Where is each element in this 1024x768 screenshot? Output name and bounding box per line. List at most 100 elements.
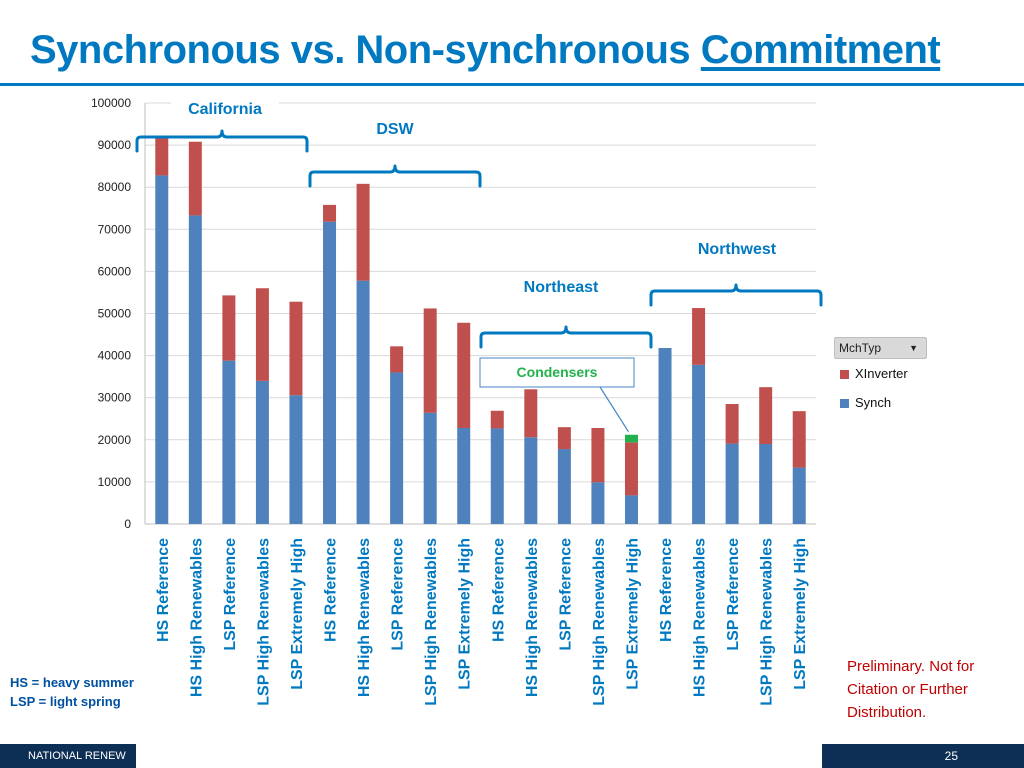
x-tick-label: LSP High Renewables	[423, 538, 440, 706]
region-label-dsw: DSW	[376, 121, 414, 138]
x-tick-label: LSP Extremely High	[457, 538, 474, 690]
bar-synch	[390, 372, 404, 524]
legend-swatch-synch	[840, 399, 849, 409]
y-tick-label: 60000	[98, 264, 132, 278]
bar-xinverter	[524, 389, 538, 438]
x-tick-label: LSP Extremely High	[792, 538, 809, 690]
x-tick-label: LSP Extremely High	[624, 538, 641, 690]
bar-synch	[457, 428, 471, 524]
bar-xinverter	[390, 346, 404, 373]
bar-xinverter	[323, 204, 337, 222]
x-tick-label: LSP Extremely High	[289, 538, 306, 690]
x-tick-label: HS High Renewables	[524, 538, 541, 697]
y-tick-label: 90000	[98, 138, 132, 152]
bar-synch	[356, 280, 370, 524]
x-tick-label: LSP Reference	[557, 538, 574, 651]
footer-bar: NATIONAL RENEW 25	[0, 744, 1024, 768]
region-label-mask	[171, 98, 279, 120]
bar-xinverter	[289, 301, 303, 396]
bar-xinverter	[792, 411, 806, 468]
legend-label-synch: Synch	[855, 395, 892, 410]
bar-xinverter	[255, 288, 269, 381]
chevron-down-icon[interactable]: ▼	[909, 343, 918, 353]
x-tick-label: HS Reference	[155, 538, 172, 642]
bar-synch	[323, 221, 337, 525]
bar-xinverter	[759, 387, 773, 445]
page-number: 25	[822, 744, 1024, 768]
title-main: Synchronous vs. Non-synchronous	[30, 28, 701, 72]
bar-synch	[692, 364, 706, 524]
legend-filter-dropdown[interactable]: MchTyp ▼	[834, 337, 927, 359]
region-label-mask	[505, 276, 621, 298]
y-tick-label: 80000	[98, 180, 132, 194]
bar-synch	[490, 428, 504, 524]
region-label-mask	[360, 118, 430, 140]
bar-synch	[155, 175, 169, 525]
footer-org-name: NATIONAL RENEW	[0, 744, 136, 768]
disclaimer-note: Preliminary. Not for Citation or Further…	[847, 658, 975, 721]
y-tick-label: 10000	[98, 475, 132, 489]
legend-filter-label: MchTyp	[839, 341, 882, 355]
condensers-callout-label: Condensers	[517, 364, 598, 380]
abbreviation-hs: HS = heavy summer	[10, 675, 134, 690]
x-tick-label: HS Reference	[490, 538, 507, 642]
bar-synch	[557, 449, 571, 524]
y-tick-label: 70000	[98, 222, 132, 236]
region-label-california: California	[188, 101, 262, 118]
legend-swatch-xinverter	[840, 370, 849, 380]
x-tick-label: HS High Renewables	[188, 538, 205, 697]
bar-condensers	[624, 434, 638, 443]
x-tick-label: LSP Reference	[725, 538, 742, 651]
bar-xinverter	[155, 136, 169, 176]
bar-synch	[222, 360, 236, 524]
legend-item-xinverter: XInverter	[840, 366, 908, 381]
slide-title: Synchronous vs. Non-synchronous Commitme…	[30, 28, 941, 73]
abbreviation-lsp: LSP = light spring	[10, 694, 121, 709]
x-tick-label: HS Reference	[658, 538, 675, 642]
y-tick-label: 0	[124, 517, 131, 531]
bar-synch	[188, 215, 202, 525]
x-tick-label: LSP Reference	[222, 538, 239, 651]
y-tick-label: 50000	[98, 307, 132, 321]
bar-synch	[792, 467, 806, 524]
bar-xinverter	[692, 308, 706, 365]
y-tick-label: 20000	[98, 433, 132, 447]
bar-xinverter	[490, 410, 504, 429]
legend-label-xinverter: XInverter	[855, 366, 908, 381]
bar-synch	[289, 395, 303, 524]
bar-xinverter	[457, 322, 471, 429]
region-brace	[135, 129, 309, 153]
bar-synch	[423, 412, 437, 524]
y-tick-label: 30000	[98, 391, 132, 405]
bar-xinverter	[222, 295, 236, 361]
legend-item-synch: Synch	[840, 395, 891, 410]
abbreviation-notes: HS = heavy summer LSP = light spring	[10, 673, 134, 711]
x-tick-label: LSP High Renewables	[759, 538, 776, 706]
x-tick-label: HS High Renewables	[692, 538, 709, 697]
y-tick-label: 100000	[91, 96, 131, 110]
bar-xinverter	[557, 427, 571, 450]
title-emphasis: Commitment	[700, 28, 941, 72]
bar-xinverter	[356, 183, 370, 281]
bar-synch	[759, 444, 773, 524]
condensers-callout-box	[479, 357, 635, 388]
y-tick-label: 40000	[98, 349, 132, 363]
region-label-northeast: Northeast	[524, 279, 599, 296]
region-label-northwest: Northwest	[698, 241, 777, 258]
bar-synch	[591, 482, 605, 524]
bar-synch	[624, 495, 638, 524]
bar-xinverter	[725, 404, 739, 444]
region-brace	[649, 283, 823, 307]
bar-xinverter	[423, 308, 437, 413]
title-underline-rule	[0, 83, 1024, 86]
commitment-chart: 0 10000 20000 30000 40000 50000 60000 70000 8000…	[91, 96, 823, 706]
region-label-mask	[671, 238, 803, 260]
x-tick-label: HS Reference	[323, 538, 340, 642]
x-tick-label: HS High Renewables	[356, 538, 373, 697]
bar-xinverter	[188, 141, 202, 216]
region-brace	[308, 164, 482, 188]
bar-synch	[255, 380, 269, 524]
x-tick-label: LSP High Renewables	[255, 538, 272, 706]
bar-synch	[725, 443, 739, 524]
bar-xinverter	[624, 442, 638, 496]
